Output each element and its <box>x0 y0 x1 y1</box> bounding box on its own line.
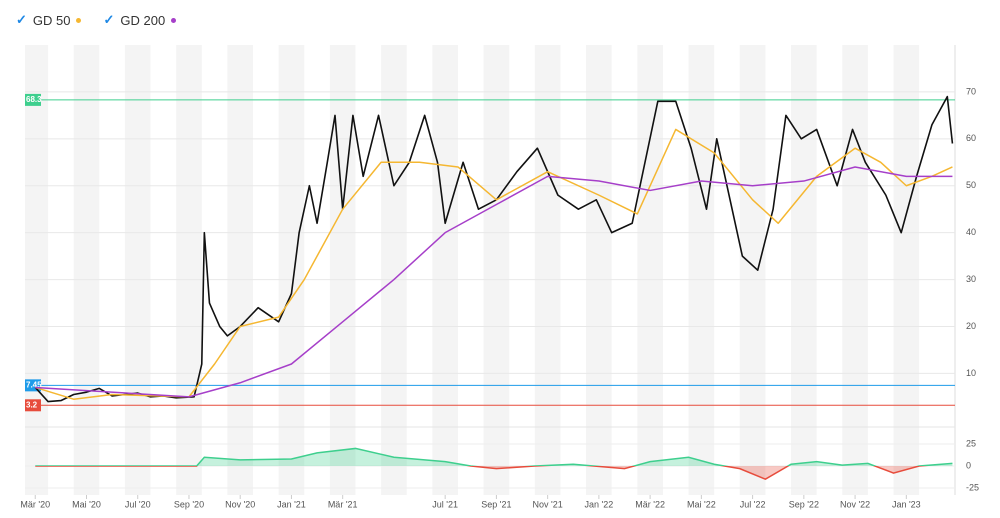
month-band <box>688 45 715 495</box>
oscillator-area <box>35 466 953 480</box>
series-line <box>35 166 953 398</box>
month-band <box>227 45 254 495</box>
y-tick-label: 0 <box>966 460 971 470</box>
legend-item[interactable]: ✓ GD 50 <box>16 12 82 28</box>
level-badge <box>25 399 41 412</box>
month-band <box>124 45 151 495</box>
y-tick-label: 25 <box>966 438 976 448</box>
checkbox[interactable]: ✓ <box>16 12 27 27</box>
x-tick-label: Nov '21 <box>533 499 563 509</box>
x-tick-label: Nov '22 <box>840 499 870 509</box>
x-tick-label: Mai '20 <box>72 499 101 509</box>
x-tick-label: Jul '22 <box>740 499 766 509</box>
level-label: 3.2 <box>26 400 38 409</box>
legend-label: GD 200 <box>120 12 166 28</box>
series-line <box>35 128 953 400</box>
series-line <box>34 95 954 403</box>
x-tick-label: Mai '22 <box>687 499 716 509</box>
month-band <box>637 45 663 495</box>
legend: ✓ GD 50 ✓ GD 200 <box>16 12 177 28</box>
x-tick-label: Jul '21 <box>432 499 458 509</box>
oscillator-area <box>196 448 953 467</box>
month-band <box>893 45 920 495</box>
x-tick-label: Jan '23 <box>892 499 921 509</box>
level-label: 68.3 <box>26 95 42 104</box>
month-band <box>73 45 100 495</box>
x-tick-label: Mär '21 <box>328 499 358 509</box>
month-band <box>483 45 510 495</box>
x-tick-label: Sep '20 <box>174 499 204 509</box>
month-band <box>176 45 202 495</box>
legend-item[interactable]: ✓ GD 200 <box>103 12 177 28</box>
y-tick-label: 30 <box>966 274 976 284</box>
y-tick-label: 50 <box>966 180 976 190</box>
month-band <box>25 45 49 495</box>
month-band <box>329 45 356 495</box>
month-band <box>381 45 407 495</box>
x-tick-label: Jan '22 <box>585 499 614 509</box>
x-tick-label: Sep '22 <box>789 499 819 509</box>
x-tick-label: Jul '20 <box>125 499 151 509</box>
level-label: 7.45 <box>26 380 42 389</box>
legend-label: GD 50 <box>32 12 71 28</box>
oscillator-line <box>35 466 929 481</box>
y-tick-label: 60 <box>966 133 976 143</box>
month-band <box>432 45 458 495</box>
checkbox[interactable]: ✓ <box>103 12 115 27</box>
month-band <box>739 45 766 495</box>
legend-dot <box>171 17 177 23</box>
month-band <box>586 45 612 495</box>
y-tick-label: -25 <box>966 482 979 492</box>
x-tick-label: Sep '21 <box>481 499 511 509</box>
y-tick-label: 40 <box>966 227 976 237</box>
level-badge <box>25 93 41 106</box>
month-band <box>534 45 561 495</box>
y-tick-label: 10 <box>966 368 976 378</box>
month-band <box>842 45 868 495</box>
legend-dot <box>76 17 82 23</box>
oscillator-line <box>35 447 953 467</box>
level-badge <box>25 379 41 392</box>
y-tick-label: 70 <box>966 86 976 96</box>
month-band <box>278 45 305 495</box>
x-tick-label: Mär '22 <box>635 499 665 509</box>
x-tick-label: Mär '20 <box>20 499 50 509</box>
x-tick-label: Jan '21 <box>277 499 306 509</box>
y-tick-label: 20 <box>966 321 976 331</box>
x-tick-label: Nov '20 <box>225 499 255 509</box>
month-band <box>791 45 817 495</box>
